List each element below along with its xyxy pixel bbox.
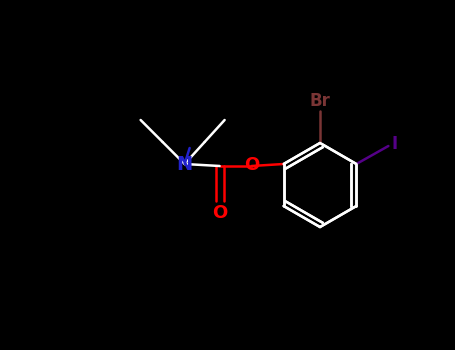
Text: I: I xyxy=(391,135,397,153)
Text: N: N xyxy=(177,154,193,174)
Text: O: O xyxy=(244,156,259,174)
Text: O: O xyxy=(212,204,227,222)
Text: Br: Br xyxy=(309,92,330,110)
